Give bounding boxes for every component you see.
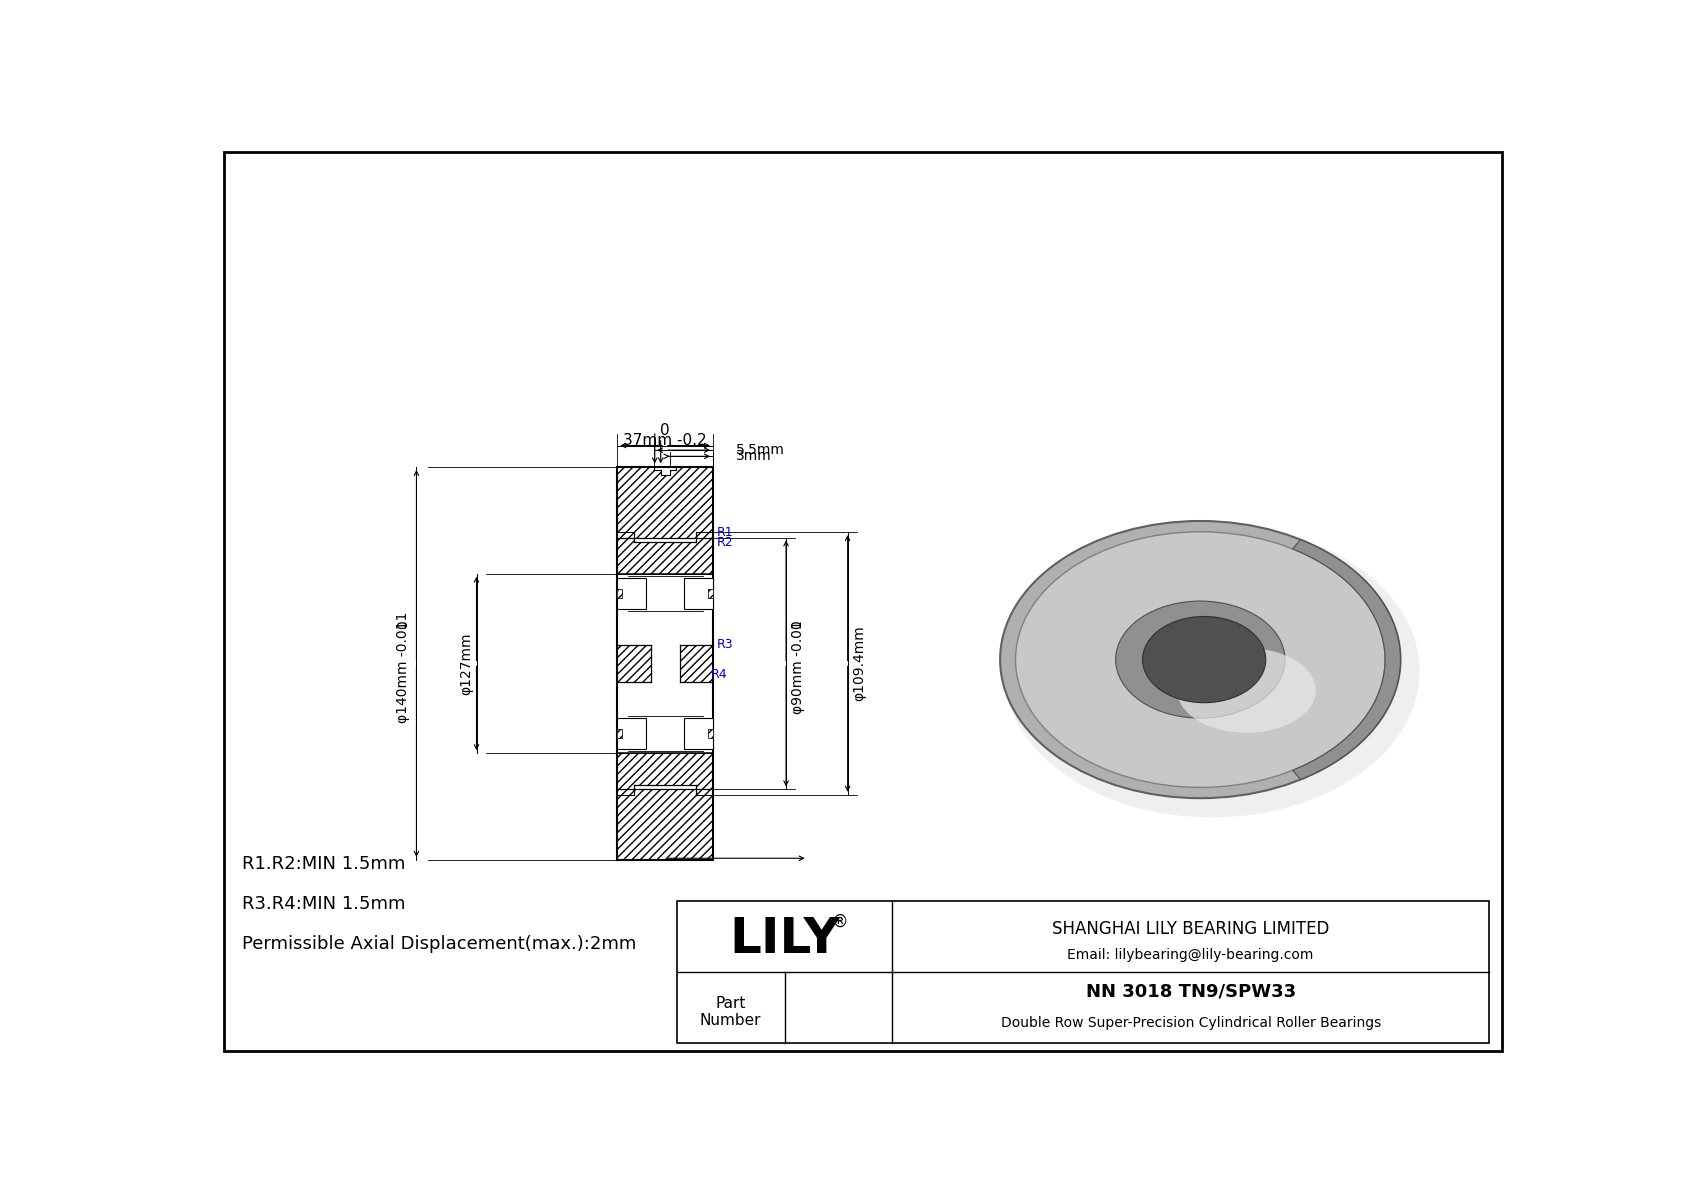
Ellipse shape (1015, 531, 1386, 787)
Text: 3mm: 3mm (736, 449, 771, 463)
Text: NN 3018 TN9/SPW33: NN 3018 TN9/SPW33 (1086, 983, 1295, 1000)
Ellipse shape (1115, 601, 1285, 718)
Text: R4: R4 (711, 668, 727, 681)
Polygon shape (684, 718, 712, 749)
Polygon shape (618, 729, 621, 738)
Ellipse shape (1142, 617, 1266, 703)
Polygon shape (684, 578, 712, 609)
Text: φ127mm: φ127mm (460, 632, 473, 694)
Text: SHANGHAI LILY BEARING LIMITED: SHANGHAI LILY BEARING LIMITED (1052, 921, 1329, 939)
Text: φ109.4mm: φ109.4mm (852, 625, 866, 701)
Text: R3: R3 (717, 638, 733, 651)
Text: R1: R1 (717, 525, 733, 538)
Polygon shape (709, 588, 712, 598)
Text: Email: lilybearing@lily-bearing.com: Email: lilybearing@lily-bearing.com (1068, 948, 1314, 961)
Text: Permissible Axial Displacement(max.):2mm: Permissible Axial Displacement(max.):2mm (242, 935, 637, 953)
Bar (677, 900, 1489, 1043)
Text: ®: ® (832, 913, 849, 931)
Text: 0: 0 (396, 621, 411, 629)
Polygon shape (618, 729, 621, 738)
Text: R3.R4:MIN 1.5mm: R3.R4:MIN 1.5mm (242, 894, 406, 912)
Text: Part
Number: Part Number (701, 996, 761, 1028)
Polygon shape (618, 718, 647, 749)
Polygon shape (1293, 540, 1401, 780)
Ellipse shape (1177, 648, 1315, 732)
Polygon shape (618, 790, 712, 860)
Text: 0: 0 (660, 423, 670, 437)
Polygon shape (618, 753, 712, 794)
Polygon shape (618, 467, 712, 537)
Text: φ90mm -0.01: φ90mm -0.01 (790, 621, 805, 715)
Text: 37mm -0.2: 37mm -0.2 (623, 434, 707, 448)
Polygon shape (680, 646, 712, 682)
Polygon shape (709, 588, 712, 598)
Polygon shape (618, 588, 621, 598)
Polygon shape (709, 729, 712, 738)
Polygon shape (618, 588, 621, 598)
Text: R2: R2 (717, 536, 733, 549)
Ellipse shape (1000, 520, 1401, 798)
Text: 5.5mm: 5.5mm (736, 443, 785, 457)
Polygon shape (618, 578, 647, 609)
Text: φ140mm -0.011: φ140mm -0.011 (396, 612, 411, 723)
Text: R1.R2:MIN 1.5mm: R1.R2:MIN 1.5mm (242, 855, 406, 873)
Polygon shape (618, 646, 650, 682)
Text: LILY: LILY (729, 915, 840, 964)
Polygon shape (709, 729, 712, 738)
Polygon shape (618, 532, 712, 574)
Text: 0: 0 (790, 621, 805, 629)
Ellipse shape (1004, 525, 1420, 817)
Ellipse shape (1093, 585, 1308, 735)
Text: Double Row Super-Precision Cylindrical Roller Bearings: Double Row Super-Precision Cylindrical R… (1000, 1016, 1381, 1030)
